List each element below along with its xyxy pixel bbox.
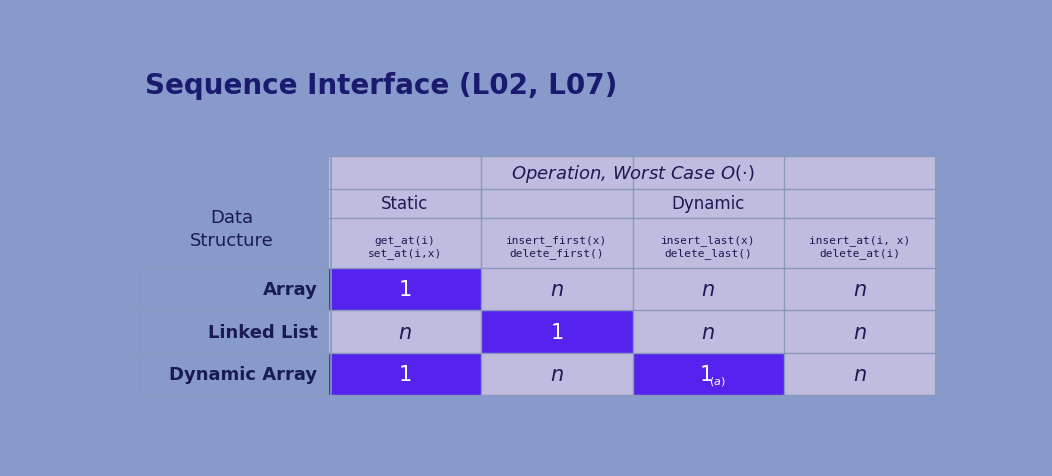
Bar xyxy=(329,268,481,311)
Text: $n$: $n$ xyxy=(853,279,867,299)
Bar xyxy=(329,189,936,218)
Bar xyxy=(632,311,784,353)
Text: delete_last(): delete_last() xyxy=(665,247,752,258)
Text: $n$: $n$ xyxy=(702,279,715,299)
Text: Static: Static xyxy=(381,195,428,213)
Text: get_at(i): get_at(i) xyxy=(375,234,436,245)
Bar xyxy=(481,268,632,311)
Text: delete_at(i): delete_at(i) xyxy=(820,247,901,258)
Text: $(a)$: $(a)$ xyxy=(709,374,726,387)
Text: Dynamic Array: Dynamic Array xyxy=(169,365,318,383)
Text: $n$: $n$ xyxy=(853,364,867,384)
Text: $1$: $1$ xyxy=(399,279,411,299)
Bar xyxy=(329,157,936,189)
Text: $n$: $n$ xyxy=(550,364,564,384)
Text: set_at(i,x): set_at(i,x) xyxy=(368,247,442,258)
Text: insert_last(x): insert_last(x) xyxy=(661,234,755,245)
Bar xyxy=(329,311,481,353)
Bar xyxy=(784,311,936,353)
Text: Dynamic: Dynamic xyxy=(672,195,745,213)
Bar xyxy=(632,268,784,311)
Bar xyxy=(481,311,632,353)
Bar xyxy=(632,353,784,395)
Text: Array: Array xyxy=(263,280,318,298)
Bar xyxy=(329,353,481,395)
Text: insert_at(i, x): insert_at(i, x) xyxy=(809,234,911,245)
Text: $1$: $1$ xyxy=(550,322,564,342)
Text: Data
Structure: Data Structure xyxy=(189,208,274,249)
Text: delete_first(): delete_first() xyxy=(509,247,604,258)
Text: Linked List: Linked List xyxy=(207,323,318,341)
Text: Operation, Worst Case $O(\cdot)$: Operation, Worst Case $O(\cdot)$ xyxy=(511,162,754,184)
Text: $n$: $n$ xyxy=(398,322,412,342)
Text: $1$: $1$ xyxy=(699,364,712,384)
Bar xyxy=(784,268,936,311)
Bar xyxy=(481,353,632,395)
Text: $n$: $n$ xyxy=(550,279,564,299)
Bar xyxy=(329,218,936,268)
Bar xyxy=(784,353,936,395)
Text: $n$: $n$ xyxy=(853,322,867,342)
Text: $n$: $n$ xyxy=(702,322,715,342)
Text: $1$: $1$ xyxy=(399,364,411,384)
Text: Sequence Interface (L02, L07): Sequence Interface (L02, L07) xyxy=(145,72,618,100)
Text: insert_first(x): insert_first(x) xyxy=(506,234,607,245)
